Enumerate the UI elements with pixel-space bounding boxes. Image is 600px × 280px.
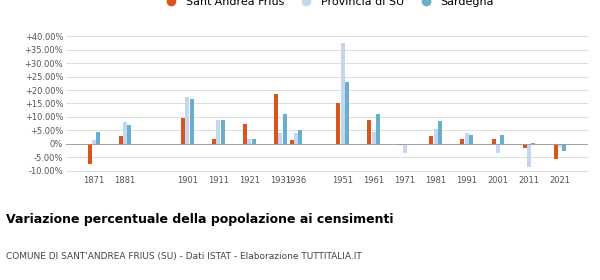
Bar [274, 94, 278, 144]
Bar [465, 133, 469, 144]
Bar [527, 144, 531, 167]
Bar [341, 43, 344, 144]
Bar [532, 143, 535, 144]
Bar [290, 140, 293, 144]
Bar [460, 139, 464, 144]
Bar [558, 144, 562, 147]
Bar [336, 104, 340, 144]
Bar [434, 129, 438, 144]
Bar [345, 82, 349, 144]
Bar [562, 144, 566, 151]
Bar [119, 136, 122, 144]
Bar [181, 118, 185, 144]
Text: COMUNE DI SANT'ANDREA FRIUS (SU) - Dati ISTAT - Elaborazione TUTTITALIA.IT: COMUNE DI SANT'ANDREA FRIUS (SU) - Dati … [6, 252, 362, 261]
Bar [212, 139, 216, 144]
Bar [523, 144, 527, 148]
Bar [190, 99, 194, 144]
Bar [243, 124, 247, 144]
Bar [283, 114, 287, 144]
Bar [278, 133, 283, 144]
Bar [496, 144, 500, 153]
Bar [221, 120, 224, 144]
Bar [367, 120, 371, 144]
Bar [251, 139, 256, 144]
Bar [298, 130, 302, 144]
Bar [371, 132, 376, 144]
Bar [554, 144, 557, 159]
Legend: Sant'Andrea Frius, Provincia di SU, Sardegna: Sant'Andrea Frius, Provincia di SU, Sard… [155, 0, 499, 12]
Bar [294, 133, 298, 144]
Bar [491, 139, 496, 144]
Bar [430, 136, 433, 144]
Bar [247, 139, 251, 144]
Bar [469, 134, 473, 144]
Text: Variazione percentuale della popolazione ai censimenti: Variazione percentuale della popolazione… [6, 213, 394, 226]
Bar [88, 144, 92, 164]
Bar [92, 140, 96, 144]
Bar [376, 114, 380, 144]
Bar [97, 132, 100, 144]
Bar [216, 120, 220, 144]
Bar [438, 121, 442, 144]
Bar [123, 122, 127, 144]
Bar [185, 97, 189, 144]
Bar [398, 144, 403, 145]
Bar [500, 134, 504, 144]
Bar [127, 125, 131, 144]
Bar [403, 144, 407, 153]
